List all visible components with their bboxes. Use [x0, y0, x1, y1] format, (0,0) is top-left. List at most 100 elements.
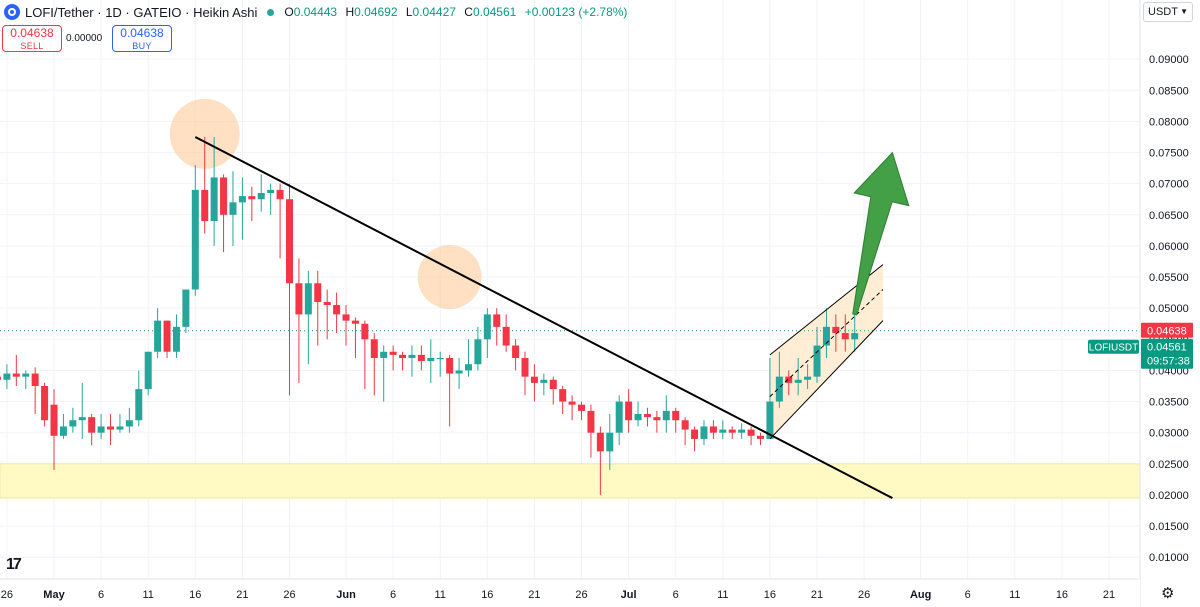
candle[interactable] — [88, 414, 96, 446]
candle[interactable] — [295, 258, 303, 383]
candle[interactable] — [210, 136, 218, 246]
candle[interactable] — [248, 186, 256, 222]
candle[interactable] — [596, 426, 604, 495]
candle[interactable] — [615, 395, 623, 446]
candle[interactable] — [276, 183, 284, 259]
candle[interactable] — [757, 432, 764, 446]
price-axis-panel[interactable] — [1140, 0, 1200, 607]
candle[interactable] — [12, 354, 20, 386]
candle[interactable] — [568, 395, 576, 421]
candle[interactable] — [417, 345, 425, 371]
candle[interactable] — [238, 177, 246, 240]
candle[interactable] — [220, 174, 228, 253]
candle[interactable] — [380, 345, 388, 402]
candle[interactable] — [719, 420, 727, 439]
candle[interactable] — [31, 367, 39, 415]
candle[interactable] — [606, 414, 614, 471]
candle[interactable] — [483, 308, 491, 358]
candle[interactable] — [653, 410, 661, 433]
candle[interactable] — [691, 426, 699, 452]
candle[interactable] — [229, 171, 237, 246]
candle[interactable] — [257, 174, 265, 212]
candle[interactable] — [97, 414, 105, 439]
candle[interactable] — [502, 314, 510, 352]
candle[interactable] — [794, 357, 802, 396]
candle[interactable] — [201, 136, 209, 234]
candle[interactable] — [370, 333, 378, 396]
candle[interactable] — [747, 426, 755, 446]
candle[interactable] — [455, 357, 463, 390]
candle[interactable] — [559, 386, 567, 415]
candle[interactable] — [709, 420, 717, 439]
symbol-title[interactable]: LOFI/Tether · 1D · GATEIO · Heikin Ashi — [25, 4, 258, 20]
candle[interactable] — [267, 183, 275, 215]
candle[interactable] — [634, 401, 642, 427]
channel-mid-line[interactable] — [769, 289, 884, 397]
tradingview-logo-icon[interactable]: 17 — [6, 556, 22, 573]
candle[interactable] — [643, 407, 651, 427]
candle[interactable] — [728, 426, 736, 439]
channel-lower-line[interactable] — [769, 320, 884, 440]
candle[interactable] — [785, 370, 793, 396]
candle[interactable] — [107, 414, 115, 446]
candle[interactable] — [144, 351, 152, 396]
candle[interactable] — [851, 314, 859, 352]
candle[interactable] — [41, 382, 49, 427]
candle[interactable] — [389, 345, 397, 371]
candle[interactable] — [304, 270, 312, 365]
candle[interactable] — [286, 183, 293, 396]
candle[interactable] — [78, 382, 86, 439]
currency-unit-select[interactable]: USDT ▼ — [1143, 2, 1193, 22]
candle[interactable] — [172, 314, 180, 358]
candle[interactable] — [22, 370, 30, 390]
candle[interactable] — [530, 364, 538, 402]
candle[interactable] — [191, 164, 199, 296]
candle[interactable] — [775, 351, 783, 408]
candle[interactable] — [832, 314, 840, 352]
candle[interactable] — [625, 389, 633, 433]
candle[interactable] — [125, 407, 133, 433]
candle[interactable] — [361, 320, 369, 390]
candle[interactable] — [446, 354, 454, 427]
candle[interactable] — [766, 357, 774, 439]
candle[interactable] — [549, 376, 557, 405]
candle[interactable] — [59, 414, 67, 439]
candle[interactable] — [512, 339, 520, 371]
candle[interactable] — [163, 320, 171, 358]
sell-button[interactable]: 0.04638 SELL — [2, 25, 62, 52]
candle[interactable] — [813, 326, 821, 383]
candle[interactable] — [521, 351, 529, 396]
candle[interactable] — [314, 270, 322, 346]
candle[interactable] — [351, 317, 359, 358]
candle[interactable] — [700, 420, 708, 446]
candle[interactable] — [408, 345, 416, 377]
candle[interactable] — [323, 289, 331, 340]
candle[interactable] — [436, 351, 444, 377]
candle[interactable] — [578, 401, 586, 421]
candle[interactable] — [3, 364, 11, 390]
candle[interactable] — [116, 414, 124, 433]
candle[interactable] — [333, 292, 341, 334]
candle[interactable] — [662, 395, 670, 433]
candle[interactable] — [841, 314, 849, 352]
candle[interactable] — [427, 339, 435, 383]
candle[interactable] — [464, 339, 472, 377]
time-axis-panel[interactable] — [0, 579, 1140, 607]
candle[interactable] — [822, 308, 830, 358]
candle[interactable] — [135, 370, 143, 427]
candle[interactable] — [342, 305, 350, 346]
forecast-arrow[interactable] — [852, 151, 910, 316]
candle[interactable] — [399, 351, 407, 371]
candle[interactable] — [681, 417, 689, 446]
symbol-tag[interactable] — [1088, 339, 1139, 354]
candle[interactable] — [0, 358, 1, 402]
candle[interactable] — [50, 389, 58, 471]
candle[interactable] — [540, 373, 548, 396]
candle[interactable] — [587, 404, 595, 458]
candle[interactable] — [154, 308, 162, 358]
candle[interactable] — [474, 326, 482, 371]
candle[interactable] — [182, 289, 190, 334]
buy-button[interactable]: 0.04638 BUY — [112, 25, 172, 52]
gear-icon[interactable]: ⚙ — [1161, 585, 1175, 602]
